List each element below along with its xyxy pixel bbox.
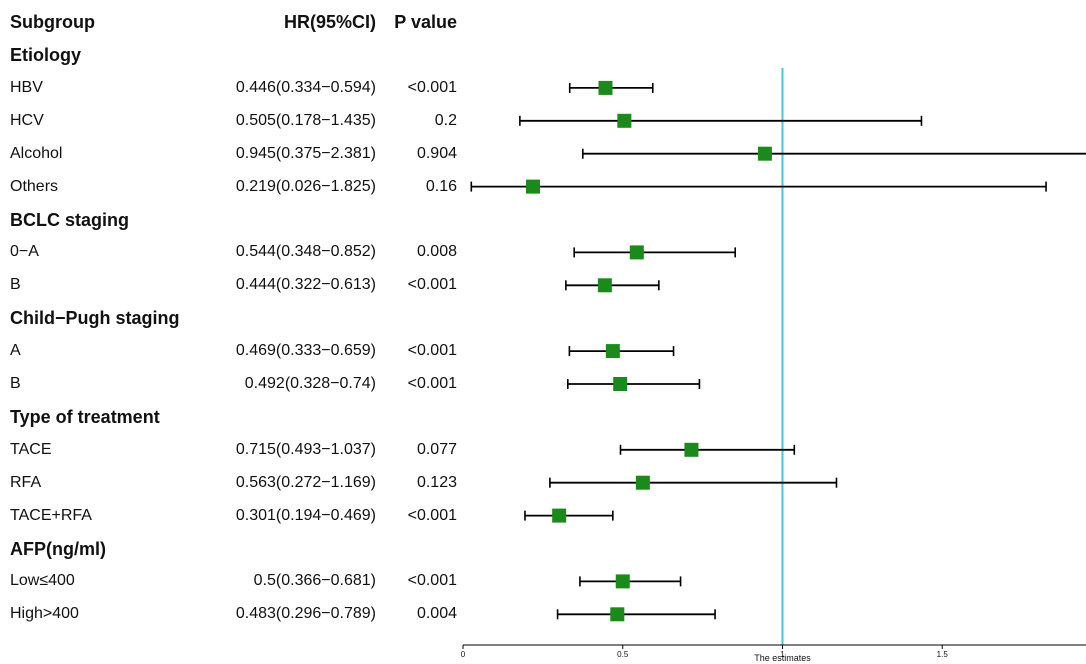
estimate-marker [613, 377, 628, 391]
estimate-marker [552, 508, 567, 523]
x-tick-label: 1 [780, 650, 785, 659]
hr-ci-value: 0.563(0.272−1.169) [235, 473, 376, 491]
p-value: 0.077 [416, 440, 457, 458]
hr-ci-value: 0.444(0.322−0.613) [235, 276, 376, 294]
hr-ci-value: 0.301(0.194−0.469) [235, 506, 376, 524]
hr-ci-value: 0.483(0.296−0.789) [235, 605, 376, 623]
p-value: <0.001 [407, 506, 457, 524]
p-value: 0.904 [416, 144, 457, 162]
estimate-marker [598, 80, 613, 95]
hr-ci-value: 0.492(0.328−0.74) [244, 375, 376, 392]
x-tick-label: 0.5 [617, 650, 629, 659]
hr-ci-value: 0.715(0.493−1.037) [235, 440, 376, 458]
subgroup-label: Alcohol [10, 144, 63, 162]
subgroup-label: TACE [10, 440, 52, 458]
subgroup-label: B [10, 276, 21, 294]
hr-ci-value: 0.5(0.366−0.681) [253, 572, 376, 590]
estimate-marker [605, 344, 620, 359]
group-heading: Child−Pugh staging [10, 308, 180, 329]
p-value-column-header: P value [394, 12, 457, 32]
estimate-marker [757, 146, 772, 161]
subgroup-label: Low≤400 [10, 572, 75, 590]
x-tick-label: 0 [461, 650, 466, 659]
p-value: 0.16 [425, 177, 457, 195]
estimate-marker [597, 278, 612, 293]
group-heading: AFP(ng/ml) [10, 538, 106, 559]
p-value: <0.001 [407, 276, 457, 294]
estimate-marker [635, 475, 650, 490]
subgroup-label: RFA [10, 473, 42, 491]
group-heading: Type of treatment [10, 406, 160, 427]
estimate-marker [525, 179, 540, 194]
estimate-marker [684, 442, 699, 457]
subgroup-label: 0−A [10, 243, 39, 261]
p-value: <0.001 [407, 342, 457, 360]
subgroup-label: TACE+RFA [10, 506, 92, 524]
hr-column-header: HR(95%CI) [283, 12, 376, 32]
estimate-marker [617, 113, 632, 128]
hr-ci-value: 0.219(0.026−1.825) [235, 177, 376, 195]
hr-ci-value: 0.544(0.348−0.852) [235, 243, 376, 261]
subgroup-label: HBV [10, 78, 43, 96]
hr-ci-value: 0.446(0.334−0.594) [235, 78, 376, 96]
group-heading: BCLC staging [10, 209, 129, 230]
subgroup-label: A [10, 342, 21, 360]
p-value: <0.001 [407, 78, 457, 96]
subgroup-label: B [10, 375, 21, 392]
x-axis-title: The estimates [754, 653, 811, 663]
estimate-marker [629, 245, 644, 260]
subgroup-label: High>400 [10, 605, 79, 623]
group-heading: Etiology [10, 45, 81, 65]
p-value: <0.001 [407, 572, 457, 590]
x-tick-label: 1.5 [937, 650, 949, 659]
hr-ci-value: 0.469(0.333−0.659) [235, 342, 376, 360]
p-value: <0.001 [407, 375, 457, 392]
estimate-marker [610, 607, 625, 622]
p-value: 0.123 [416, 473, 457, 491]
subgroup-label: HCV [10, 111, 44, 129]
hr-ci-value: 0.505(0.178−1.435) [235, 111, 376, 129]
p-value: 0.2 [434, 111, 457, 129]
p-value: 0.008 [416, 243, 457, 261]
p-value: 0.004 [416, 605, 457, 623]
estimate-marker [615, 574, 630, 589]
subgroup-column-header: Subgroup [10, 12, 95, 32]
hr-ci-value: 0.945(0.375−2.381) [235, 144, 376, 162]
subgroup-label: Others [10, 177, 59, 195]
